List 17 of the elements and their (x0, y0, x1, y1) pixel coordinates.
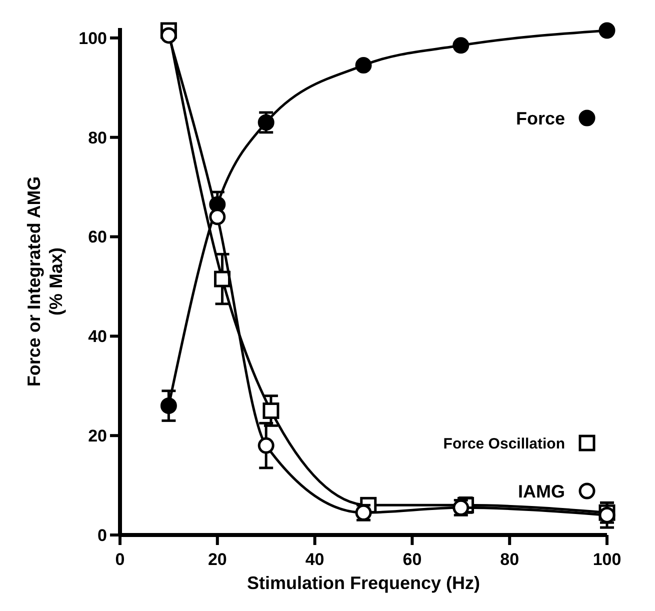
y-tick-label: 20 (88, 426, 107, 446)
y-tick-label: 0 (98, 526, 107, 545)
y-tick-label: 80 (88, 128, 107, 148)
x-tick-label: 0 (115, 550, 125, 569)
y-tick-label: 60 (88, 228, 107, 247)
legend-label: IAMG (518, 481, 565, 502)
x-axis-title: Stimulation Frequency (Hz) (246, 573, 480, 593)
x-tick-label: 100 (592, 550, 622, 569)
x-tick-label: 40 (305, 550, 324, 569)
y-axis-title: Force or Integrated AMG (% Max) (24, 176, 66, 387)
x-tick-label: 60 (402, 550, 422, 569)
y-tick-label: 40 (88, 327, 107, 346)
x-tick-label: 80 (500, 550, 520, 569)
legend-label: Force (516, 108, 565, 128)
x-tick-label: 20 (208, 550, 227, 569)
legend-label: Force Oscillation (443, 435, 565, 452)
y-tick-label: 100 (78, 28, 107, 48)
